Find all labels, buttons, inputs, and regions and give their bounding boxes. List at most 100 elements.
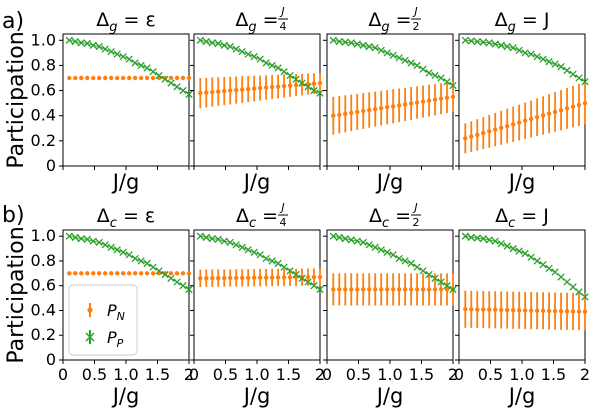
pp-point (443, 282, 451, 290)
pn-point (396, 287, 402, 292)
pn-point (251, 86, 257, 91)
pp-point (286, 267, 294, 275)
pp-point (389, 251, 397, 259)
pn-point (493, 307, 498, 313)
pp-point (131, 59, 139, 67)
pp-point (268, 257, 276, 265)
y-tick-label: 1.0 (31, 226, 56, 245)
pn-point (79, 75, 84, 81)
pn-point (331, 113, 336, 118)
pn-point (540, 113, 546, 118)
pp-point (401, 257, 409, 265)
panel-a-3: Δg = J 2 J/g (323, 5, 457, 194)
pn-point (481, 307, 486, 312)
title-fraction-numerator: J (412, 5, 417, 18)
pn-point (263, 85, 269, 90)
pn-point (138, 75, 144, 81)
pp-point (383, 248, 391, 256)
pp-point (521, 49, 529, 57)
pp-point (107, 47, 115, 56)
pn-point (438, 96, 444, 101)
pn-point (420, 287, 426, 292)
pn-point (67, 271, 72, 276)
pn-point (558, 309, 564, 314)
pn-point (570, 104, 576, 109)
pn-point (180, 75, 186, 81)
pp-point (467, 233, 475, 242)
pn-point (73, 271, 78, 276)
title-fraction-numerator: J (412, 201, 417, 214)
pn-point (343, 111, 348, 117)
pn-point (349, 287, 354, 292)
x-tick-label: 1.0 (113, 365, 138, 384)
pn-point (180, 271, 186, 276)
pp-point (527, 253, 535, 261)
pp-point (83, 39, 91, 48)
pp-point (262, 254, 270, 263)
pp-point (65, 36, 73, 44)
pn-point (499, 307, 504, 313)
pn-point (528, 308, 534, 313)
pn-point (432, 287, 438, 292)
pp-point (527, 50, 535, 58)
pp-point (77, 39, 85, 47)
x-tick-label: 0 (322, 365, 332, 384)
y-tick-label: 0.8 (31, 55, 56, 74)
pp-point (581, 293, 589, 301)
pn-point (251, 275, 257, 280)
pn-point (582, 100, 588, 106)
pn-point (216, 89, 221, 94)
pp-point (214, 235, 222, 243)
pn-point (114, 75, 120, 81)
pn-point (222, 275, 227, 281)
pn-point (510, 308, 516, 313)
pn-point (367, 287, 372, 292)
panel-letter-a: a) (2, 9, 24, 34)
pp-point (449, 81, 457, 90)
pp-point (515, 46, 523, 55)
pp-point (250, 248, 258, 256)
pn-point (103, 75, 108, 81)
pp-point (298, 274, 306, 282)
pp-point (473, 234, 481, 242)
x-tick-label: 2 (580, 365, 590, 384)
legend-box (68, 284, 138, 356)
pp-point (310, 86, 318, 95)
pn-point (287, 83, 293, 88)
x-axis-label: J/g (242, 170, 271, 194)
pp-point (71, 37, 79, 46)
pn-point (349, 110, 354, 116)
pp-point (365, 42, 373, 51)
pp-point (286, 71, 294, 80)
panel-b-1: Δc = ε0 0.5 1.0 1.5 200.20.40.60.81.0J/g (31, 205, 195, 408)
pn-point (408, 287, 414, 292)
pp-point (101, 45, 109, 53)
pp-point (383, 49, 391, 57)
pn-point (444, 287, 450, 292)
y-tick-label: 0.6 (31, 276, 56, 295)
pn-point (114, 271, 120, 276)
pn-point (210, 275, 215, 281)
pn-point (378, 287, 384, 292)
pn-point (499, 125, 504, 130)
pp-point (143, 259, 151, 268)
pn-point (287, 275, 293, 280)
pp-point (497, 239, 505, 248)
pn-point (317, 274, 323, 280)
pp-point (268, 61, 276, 70)
pn-point (73, 75, 78, 81)
pn-point (132, 271, 138, 276)
pn-point (564, 106, 570, 111)
pn-point (367, 107, 372, 113)
title-fraction-numerator: J (279, 5, 284, 18)
pn-point (162, 271, 168, 276)
pn-point (234, 87, 239, 93)
pn-point (516, 308, 522, 313)
x-tick-label: 0.5 (213, 365, 238, 384)
legend-pn-label: PN (107, 301, 125, 323)
pn-point (372, 287, 378, 292)
x-tick-label: 1.0 (509, 365, 534, 384)
y-tick-label: 1.0 (31, 30, 56, 49)
pn-point (132, 75, 138, 81)
